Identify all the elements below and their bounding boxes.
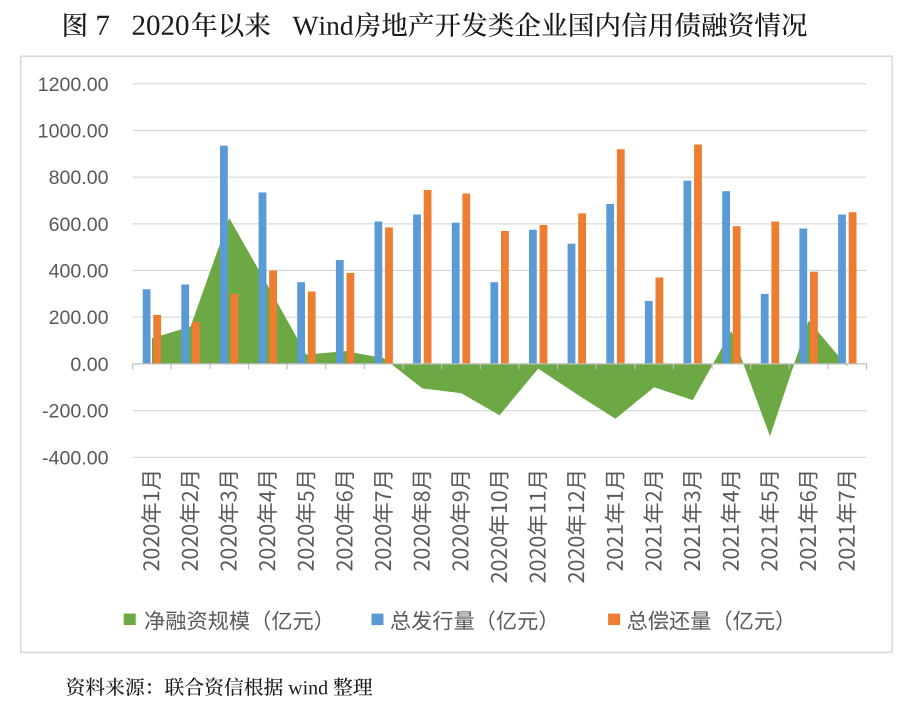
svg-text:1200.00: 1200.00 [38,74,109,96]
svg-text:200.00: 200.00 [49,307,109,329]
svg-text:0.00: 0.00 [70,354,108,376]
svg-text:-200.00: -200.00 [42,401,109,423]
svg-text:600.00: 600.00 [49,214,109,236]
svg-text:800.00: 800.00 [49,167,109,189]
svg-text:-400.00: -400.00 [42,447,109,469]
svg-text:1000.00: 1000.00 [38,121,109,143]
svg-text:400.00: 400.00 [49,261,109,283]
